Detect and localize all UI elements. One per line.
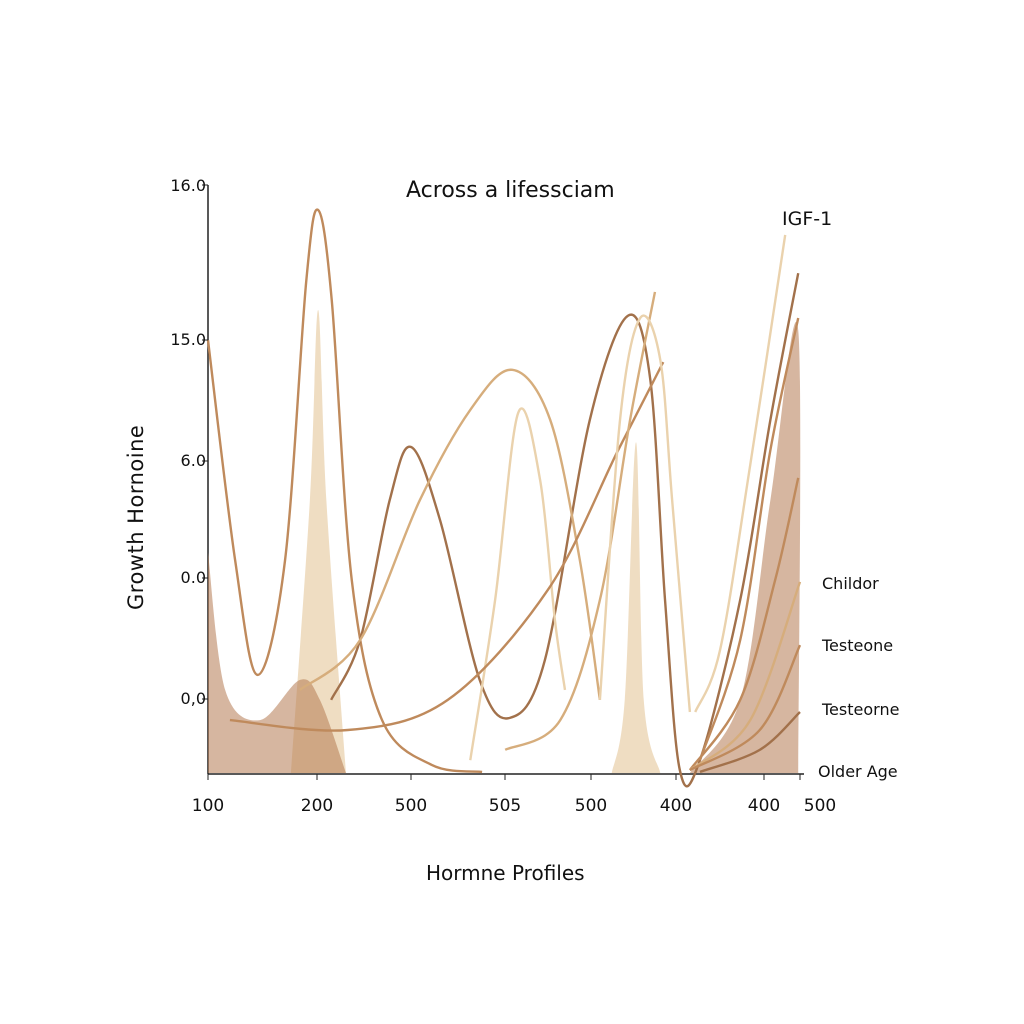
y-tick-label: 16.0 [170,176,206,195]
x-tick-label: 400 [659,796,693,816]
series-line-childor [689,581,802,772]
legend-label-testeorne: Testeorne [822,700,900,719]
x-tick-label: 500 [574,796,608,816]
series-line-9 [688,477,800,771]
x-tick-label: 505 [488,796,522,816]
series-line-8 [698,317,800,761]
x-axis-label: Hormne Profiles [426,861,585,885]
x-tick-label: 100 [191,796,225,816]
y-tick-label: 6.0 [180,451,206,470]
x-tick-label: 500 [803,796,837,816]
y-tick-label: 0.0 [180,568,206,587]
area-fill-3 [689,321,801,773]
series-line-6 [598,314,692,713]
x-tick-label: 500 [394,796,428,816]
legend-label-igf-1: IGF-1 [782,208,833,230]
y-tick-label: 15.0 [170,330,206,349]
y-axis-label: Growth Hornoine [124,424,148,610]
legend-label-childor: Childor [822,574,879,593]
y-tick-label: 0,0 [180,689,206,708]
area-fill-1 [611,442,661,773]
legend-label-testeone: Testeone [822,636,894,655]
x-tick-label: 200 [300,796,334,816]
series-line-1 [330,272,800,788]
series-line-testeorne [699,711,801,774]
legend-label-older-age: Older Age [818,762,898,781]
series-line-5 [504,291,657,751]
x-tick-label: 400 [747,796,781,816]
area-fill-0 [290,309,346,773]
series-line-igf-1 [694,234,787,713]
area-fill-2 [208,552,346,773]
series-line-3 [469,407,567,761]
series-line-0 [206,208,483,774]
series-line-2 [298,368,602,701]
chart-title: Across a lifessciam [406,178,615,203]
series-line-testeone [689,644,802,772]
